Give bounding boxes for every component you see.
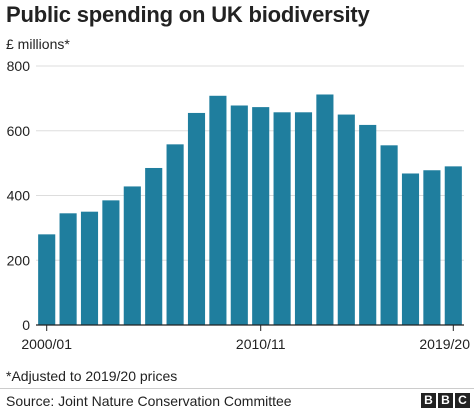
y-tick-label: 800	[7, 58, 31, 74]
bar	[187, 112, 206, 325]
y-tick-label: 600	[7, 123, 31, 139]
bar	[294, 112, 313, 325]
bar	[59, 213, 77, 325]
bar	[145, 167, 163, 325]
footer-divider	[0, 388, 474, 389]
x-tick-label: 2000/01	[21, 336, 72, 352]
bbc-logo-letter: B	[421, 393, 436, 408]
bar	[80, 211, 99, 325]
bar	[123, 186, 141, 325]
bar	[337, 114, 355, 325]
bar	[316, 94, 334, 326]
bar	[401, 173, 420, 325]
bar	[209, 95, 227, 325]
bar	[444, 166, 462, 325]
y-axis-unit-label: £ millions*	[6, 36, 70, 52]
bar	[230, 105, 248, 325]
chart-title: Public spending on UK biodiversity	[6, 2, 370, 27]
x-tick-label: 2019/20	[419, 336, 470, 352]
bar	[252, 107, 270, 326]
bar	[38, 234, 56, 325]
source-note: Source: Joint Nature Conservation Commit…	[6, 393, 292, 409]
bar	[102, 200, 120, 325]
bar	[359, 124, 377, 325]
x-tick-label: 2010/11	[236, 336, 286, 352]
y-tick-label: 400	[7, 188, 31, 204]
bar	[380, 145, 398, 325]
bbc-logo-letter: B	[438, 393, 453, 408]
bar	[423, 170, 441, 325]
footnote: *Adjusted to 2019/20 prices	[6, 368, 178, 384]
bbc-logo-letter: C	[455, 393, 470, 408]
bbc-logo: B B C	[421, 393, 470, 408]
y-tick-label: 0	[22, 317, 30, 333]
bar	[273, 112, 291, 325]
bar	[166, 144, 184, 325]
y-tick-label: 200	[7, 252, 31, 268]
